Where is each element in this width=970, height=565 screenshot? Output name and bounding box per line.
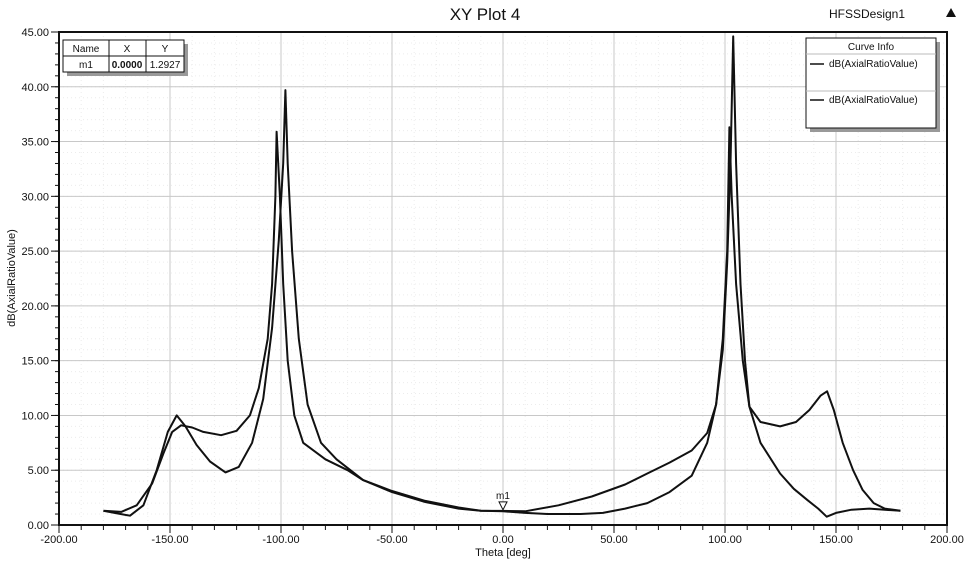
x-axis-label: Theta [deg] bbox=[475, 547, 531, 559]
y-tick-label: 45.00 bbox=[21, 27, 49, 39]
x-tick-label: 0.00 bbox=[492, 534, 513, 546]
y-tick-label: 10.00 bbox=[21, 410, 49, 422]
table-cell-y: 1.2927 bbox=[150, 60, 181, 71]
curve-2[interactable] bbox=[103, 127, 900, 516]
curve-1[interactable] bbox=[103, 36, 900, 515]
marker-label: m1 bbox=[496, 491, 510, 502]
table-cell-x: 0.0000 bbox=[112, 60, 143, 71]
marker-triangle-icon bbox=[499, 502, 507, 510]
y-tick-label: 30.00 bbox=[21, 191, 49, 203]
y-tick-label: 40.00 bbox=[21, 82, 49, 94]
marker-table[interactable]: Name X Y m1 0.0000 1.2927 bbox=[63, 40, 188, 76]
y-tick-label: 35.00 bbox=[21, 137, 49, 149]
triangle-up-icon[interactable] bbox=[946, 8, 956, 17]
y-tick-label: 15.00 bbox=[21, 356, 49, 368]
y-tick-label: 20.00 bbox=[21, 301, 49, 313]
legend-title: Curve Info bbox=[848, 42, 895, 53]
chart-title: XY Plot 4 bbox=[450, 5, 521, 24]
marker-m1[interactable]: m1 bbox=[496, 491, 510, 510]
y-tick-label: 0.00 bbox=[28, 520, 49, 532]
legend[interactable]: Curve Info dB(AxialRatioValue) dB(AxialR… bbox=[806, 38, 940, 132]
y-axis-label: dB(AxialRatioValue) bbox=[6, 229, 18, 327]
y-tick-label: 5.00 bbox=[28, 465, 49, 477]
x-tick-label: -50.00 bbox=[376, 534, 407, 546]
x-tick-label: -100.00 bbox=[262, 534, 299, 546]
design-name: HFSSDesign1 bbox=[829, 7, 905, 21]
legend-entry: dB(AxialRatioValue) bbox=[829, 59, 918, 70]
xy-plot: XY Plot 4 HFSSDesign1 -200.00 -150.00 -100… bbox=[0, 0, 970, 565]
legend-entry: dB(AxialRatioValue) bbox=[829, 95, 918, 106]
y-tick-label: 25.00 bbox=[21, 246, 49, 258]
table-header-name: Name bbox=[73, 44, 100, 55]
table-cell-name: m1 bbox=[79, 60, 93, 71]
x-tick-label: -200.00 bbox=[40, 534, 77, 546]
x-tick-label: 150.00 bbox=[819, 534, 853, 546]
x-tick-label: 100.00 bbox=[708, 534, 742, 546]
x-tick-label: 200.00 bbox=[930, 534, 964, 546]
table-header-y: Y bbox=[162, 44, 169, 55]
x-tick-label: 50.00 bbox=[600, 534, 628, 546]
x-tick-label: -150.00 bbox=[151, 534, 188, 546]
table-header-x: X bbox=[124, 44, 131, 55]
